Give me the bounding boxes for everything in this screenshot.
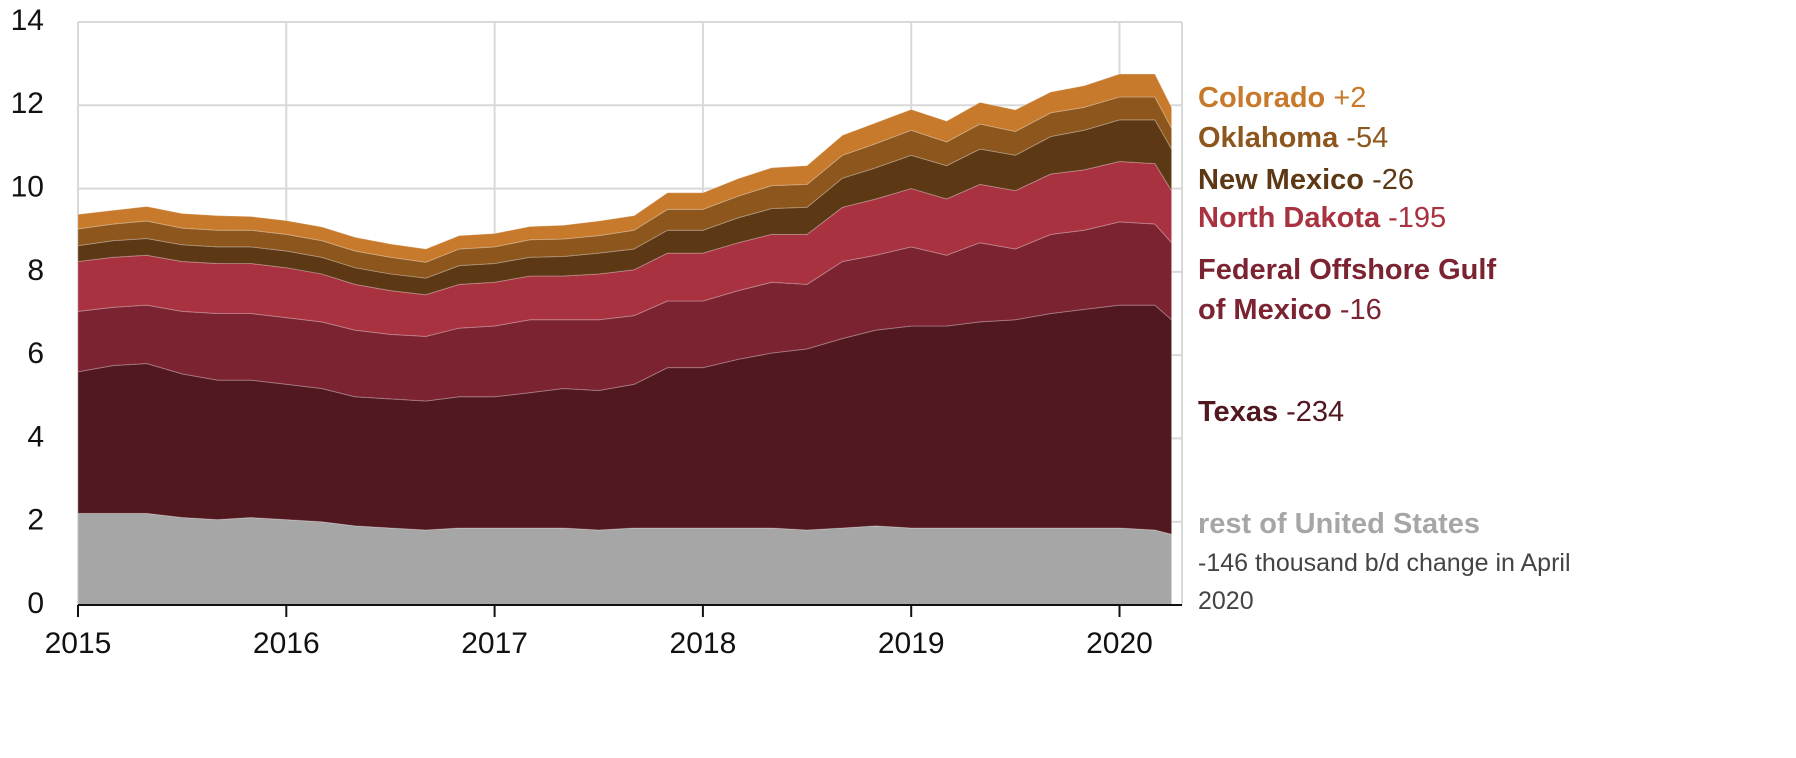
area xyxy=(77,96,1173,279)
series-name: rest of United States xyxy=(1198,508,1480,540)
y-tick-label: 10 xyxy=(11,170,44,203)
x-tick-label: 2017 xyxy=(461,627,528,660)
x-tick-label: 2019 xyxy=(878,627,945,660)
series-name: Federal Offshore Gulf of Mexico xyxy=(1198,254,1497,326)
y-tick-label: 6 xyxy=(27,337,44,370)
x-tick-label: 2016 xyxy=(253,627,320,660)
series-name: Texas xyxy=(1198,396,1279,428)
y-tick-label: 2 xyxy=(27,504,44,537)
y-tick-label: 14 xyxy=(11,4,44,37)
x-tick-label: 2015 xyxy=(45,627,112,660)
y-tick-label: 0 xyxy=(27,587,44,620)
series-change: -16 xyxy=(1339,294,1382,326)
series-change: -195 xyxy=(1388,202,1447,234)
series-label: North Dakota -195 xyxy=(1198,198,1528,238)
x-tick-label: 2020 xyxy=(1086,627,1153,660)
series-change: -26 xyxy=(1372,164,1414,196)
series-label: New Mexico -26 xyxy=(1198,160,1528,200)
series-label: Federal Offshore Gulf of Mexico -16 xyxy=(1198,250,1528,330)
series-name: North Dakota xyxy=(1198,202,1381,234)
series-change: +2 xyxy=(1333,82,1367,114)
series-change: -234 xyxy=(1286,396,1345,428)
y-tick-label: 8 xyxy=(27,254,44,287)
y-tick-label: 4 xyxy=(27,420,44,453)
series-label: rest of United States xyxy=(1198,504,1598,544)
series-label: Oklahoma -54 xyxy=(1198,118,1528,158)
series-name: Oklahoma xyxy=(1198,122,1339,154)
series-label: Texas -234 xyxy=(1198,392,1528,432)
y-tick-label: 12 xyxy=(11,87,44,120)
series-name: Colorado xyxy=(1198,82,1326,114)
series-change: -54 xyxy=(1346,122,1389,154)
series-label: Colorado +2 xyxy=(1198,78,1528,118)
series-name: New Mexico xyxy=(1198,164,1364,196)
x-tick-label: 2018 xyxy=(670,627,737,660)
area xyxy=(77,73,1173,263)
area xyxy=(77,119,1173,296)
series-change: -146 thousand b/d change in April 2020 xyxy=(1198,549,1571,615)
area xyxy=(77,304,1173,535)
